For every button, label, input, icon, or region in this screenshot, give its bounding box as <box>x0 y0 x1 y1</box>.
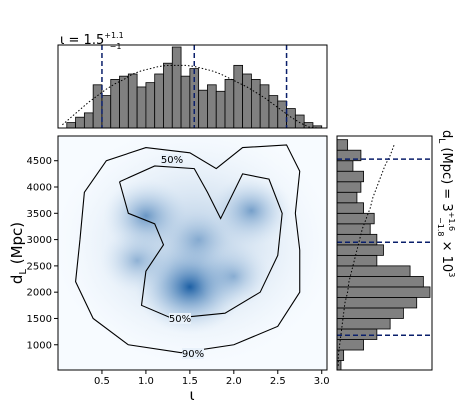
side-label: dL (Mpc) = 3+1.6−1.8 × 103 <box>436 130 456 277</box>
top-hist-bar <box>286 108 296 129</box>
side-subv: −1.8 <box>436 217 445 236</box>
side-sub: L <box>436 138 446 143</box>
x-tick-label: 2.0 <box>226 376 242 387</box>
top-hist-bar <box>224 79 235 129</box>
top-hist-bar <box>110 79 120 129</box>
y-tick-label: 4500 <box>27 156 52 167</box>
contour-label: 50% <box>161 155 183 166</box>
top-hist-bar <box>127 73 138 129</box>
x-tick-label: 3.0 <box>314 376 330 387</box>
top-frame <box>57 44 328 129</box>
title-main: ι = 1.5 <box>60 33 104 48</box>
top-hist-bar <box>83 112 94 129</box>
side-hist-bar <box>337 244 384 256</box>
side-hist-bar <box>337 191 358 204</box>
side-hist-bar <box>337 170 364 183</box>
x-tick-label: 1.0 <box>138 376 154 387</box>
ylabel-main: d <box>8 275 26 285</box>
ylabel-sub: L <box>18 269 29 275</box>
side-tail: × 10 <box>439 236 454 272</box>
side-hist-bar <box>337 339 364 351</box>
top-hist-bar <box>154 73 164 129</box>
side-prior <box>337 144 395 366</box>
side-hist-bar <box>337 149 362 162</box>
side-hist-bar <box>337 223 371 235</box>
contour <box>75 144 301 354</box>
density-peak <box>209 174 293 247</box>
side-hist-bar <box>337 318 391 330</box>
top-hist-bar <box>198 89 208 129</box>
side-hist-bar <box>337 265 411 277</box>
top-hist-bar <box>207 84 217 129</box>
y-tick-label: 3500 <box>27 209 52 220</box>
top-hist-bar <box>233 64 244 129</box>
y-axis-label: dL (Mpc) <box>8 222 29 284</box>
y-tick-label: 4000 <box>27 183 52 194</box>
top-hist-bar <box>250 79 261 129</box>
top-hist-bar <box>75 116 85 129</box>
top-hist-bar <box>268 95 279 129</box>
top-hist-bar <box>92 84 103 129</box>
side-hist-bar <box>337 254 378 267</box>
top-hist-bar <box>171 46 182 129</box>
side-frame <box>336 135 433 371</box>
side-hist <box>337 139 431 370</box>
density-peak <box>164 210 233 270</box>
title-sub: −1 <box>110 42 122 51</box>
side-mid: (Mpc) = 3 <box>439 143 454 211</box>
x-axis-label: ι <box>189 386 194 404</box>
contour-label-bg <box>161 154 183 165</box>
side-hist-bar <box>337 202 364 214</box>
main-frame <box>57 135 328 371</box>
top-hist-bar <box>259 84 270 129</box>
side-exp: 3 <box>447 272 456 277</box>
y-tick-label: 2500 <box>27 261 52 272</box>
ylabel-rest: (Mpc) <box>8 222 26 269</box>
top-hist-bar <box>66 122 76 129</box>
side-hist-bar <box>337 212 375 225</box>
side-hist-bar <box>337 233 378 246</box>
top-hist-bar <box>242 73 252 129</box>
side-hist-bar <box>337 139 349 151</box>
y-tick-label: 3000 <box>27 235 52 246</box>
top-hist-bar <box>277 100 287 129</box>
top-hist-bar <box>119 75 129 129</box>
side-hist-bar <box>337 307 404 319</box>
y-tick-label: 1000 <box>27 340 52 351</box>
top-hist-bar <box>294 114 305 129</box>
side-hist-bar <box>337 160 354 172</box>
y-tick-label: 1500 <box>27 314 52 325</box>
x-tick-label: 1.5 <box>182 376 198 387</box>
density-plot <box>58 136 327 370</box>
top-hist-bar <box>163 62 173 129</box>
side-hist-bar <box>337 360 342 370</box>
side-main: d <box>439 130 454 138</box>
contour-label-bg <box>182 348 204 359</box>
top-hist-bar <box>180 75 191 129</box>
side-sup: +1.6 <box>447 212 456 231</box>
y-tick-label: 2000 <box>27 288 52 299</box>
contour-label: 50% <box>169 314 191 325</box>
x-tick-label: 2.5 <box>270 376 286 387</box>
top-hist-bar <box>136 86 147 129</box>
top-hist-bar <box>215 90 226 129</box>
density-peak <box>100 228 175 293</box>
side-hist-bar <box>337 328 378 340</box>
contour-label-bg <box>169 313 191 324</box>
title-sup: +1.1 <box>104 31 123 40</box>
side-hist-bar <box>337 286 431 298</box>
side-hist-bar <box>337 181 362 193</box>
contour <box>119 165 283 320</box>
contour-label: 90% <box>182 349 204 360</box>
top-title: ι = 1.5+1.1 −1 <box>60 31 124 51</box>
side-hist-bar <box>337 297 418 309</box>
x-tick-label: 0.5 <box>94 376 110 387</box>
top-hist-bar <box>145 82 156 129</box>
top-hist-bar <box>101 95 112 129</box>
